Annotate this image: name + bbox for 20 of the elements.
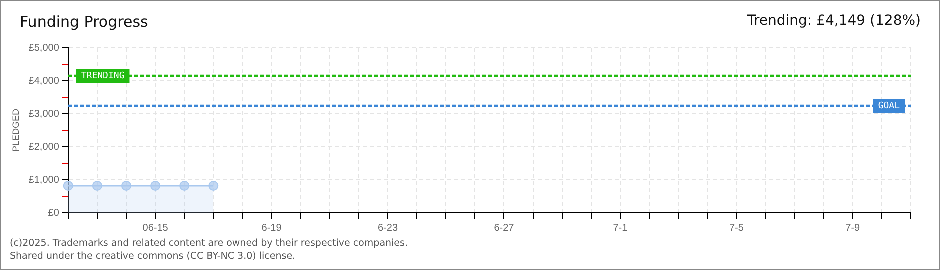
y-tick-label: £0 bbox=[48, 208, 60, 219]
x-tick-label: 7-5 bbox=[729, 222, 744, 234]
x-tick-label: 6-27 bbox=[494, 222, 515, 234]
y-tick-label: £3,000 bbox=[28, 108, 60, 120]
ref-line-label: GOAL bbox=[878, 101, 900, 112]
x-tick-label: 7-1 bbox=[613, 222, 628, 234]
y-tick-label: £5,000 bbox=[28, 42, 60, 54]
chart-subtitle: Trending: £4,149 (128%) bbox=[747, 13, 921, 29]
y-axis-title: PLEDGED bbox=[10, 108, 21, 152]
y-tick-label: £4,000 bbox=[28, 76, 60, 87]
x-tick-label: 7-9 bbox=[846, 222, 861, 234]
y-tick-label: £1,000 bbox=[28, 174, 60, 186]
text: Shared under the creative commons (CC BY-NC 3.0) license. bbox=[10, 250, 297, 263]
x-tick-label: 6-23 bbox=[378, 222, 398, 234]
ref-line-label: TRENDING bbox=[81, 71, 125, 82]
y-tick-label: £2,000 bbox=[28, 142, 60, 153]
chart-title: Funding Progress bbox=[20, 13, 148, 31]
x-tick-label: 6-19 bbox=[262, 222, 282, 234]
x-tick-label: 06-15 bbox=[142, 222, 169, 234]
text: (c)2025. Trademarks and related content are owned by their respective companies. bbox=[10, 237, 408, 250]
